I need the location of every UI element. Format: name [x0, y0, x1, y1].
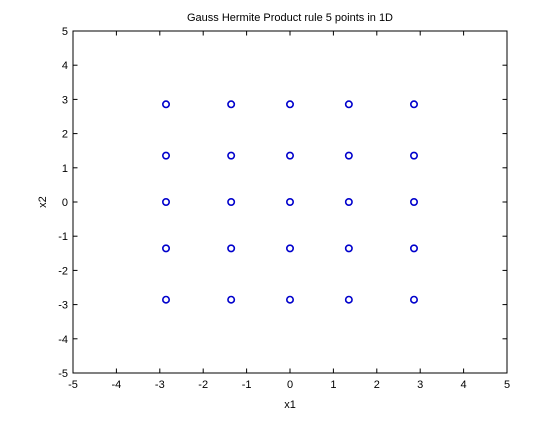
- axis-ticks: -5 -4 -3 -2 -1 0 1 2 3 4 5 -5 -4 -3 -2 -1 0 1 2 3 4 5: [58, 26, 510, 391]
- data-point: [409, 100, 418, 109]
- x-tick-label: -1: [242, 379, 252, 391]
- data-point: [227, 198, 236, 207]
- y-tick-label: -2: [58, 265, 68, 277]
- data-point: [285, 198, 294, 207]
- data-point: [344, 244, 353, 253]
- y-tick-label: -4: [58, 334, 68, 346]
- x-tick-label: 3: [417, 379, 423, 391]
- data-point: [344, 198, 353, 207]
- x-tick-label: -4: [112, 379, 122, 391]
- data-point: [409, 151, 418, 160]
- data-point: [285, 244, 294, 253]
- x-axis-label: x1: [284, 399, 296, 411]
- data-point: [285, 295, 294, 304]
- x-tick-label: 4: [461, 379, 467, 391]
- x-tick-label: -5: [68, 379, 78, 391]
- data-point: [285, 100, 294, 109]
- data-point: [162, 244, 171, 253]
- y-axis-label: x2: [37, 196, 49, 208]
- data-point: [162, 100, 171, 109]
- x-tick-label: 5: [504, 379, 510, 391]
- plot-area: [72, 30, 508, 374]
- x-tick-label: -3: [155, 379, 165, 391]
- data-points: [162, 100, 418, 304]
- data-point: [227, 100, 236, 109]
- y-tick-label: 4: [62, 60, 68, 72]
- y-tick-label: 5: [62, 26, 68, 38]
- y-tick-label: -1: [58, 231, 68, 243]
- data-point: [344, 100, 353, 109]
- data-point: [409, 295, 418, 304]
- data-point: [227, 295, 236, 304]
- y-tick-label: 1: [62, 163, 68, 175]
- data-point: [409, 198, 418, 207]
- x-tick-label: 2: [374, 379, 380, 391]
- data-point: [344, 295, 353, 304]
- y-tick-label: 3: [62, 94, 68, 106]
- x-tick-label: -2: [198, 379, 208, 391]
- y-tick-label: -3: [58, 300, 68, 312]
- data-point: [285, 151, 294, 160]
- x-tick-label: 1: [330, 379, 336, 391]
- data-point: [227, 244, 236, 253]
- data-point: [162, 295, 171, 304]
- data-point: [227, 151, 236, 160]
- x-tick-label: 0: [287, 379, 293, 391]
- data-point: [344, 151, 353, 160]
- y-tick-label: 0: [62, 197, 68, 209]
- y-tick-label: 2: [62, 129, 68, 141]
- chart-title: Gauss Hermite Product rule 5 points in 1…: [187, 12, 393, 24]
- data-point: [409, 244, 418, 253]
- data-point: [162, 198, 171, 207]
- data-point: [162, 151, 171, 160]
- y-tick-label: -5: [58, 368, 68, 380]
